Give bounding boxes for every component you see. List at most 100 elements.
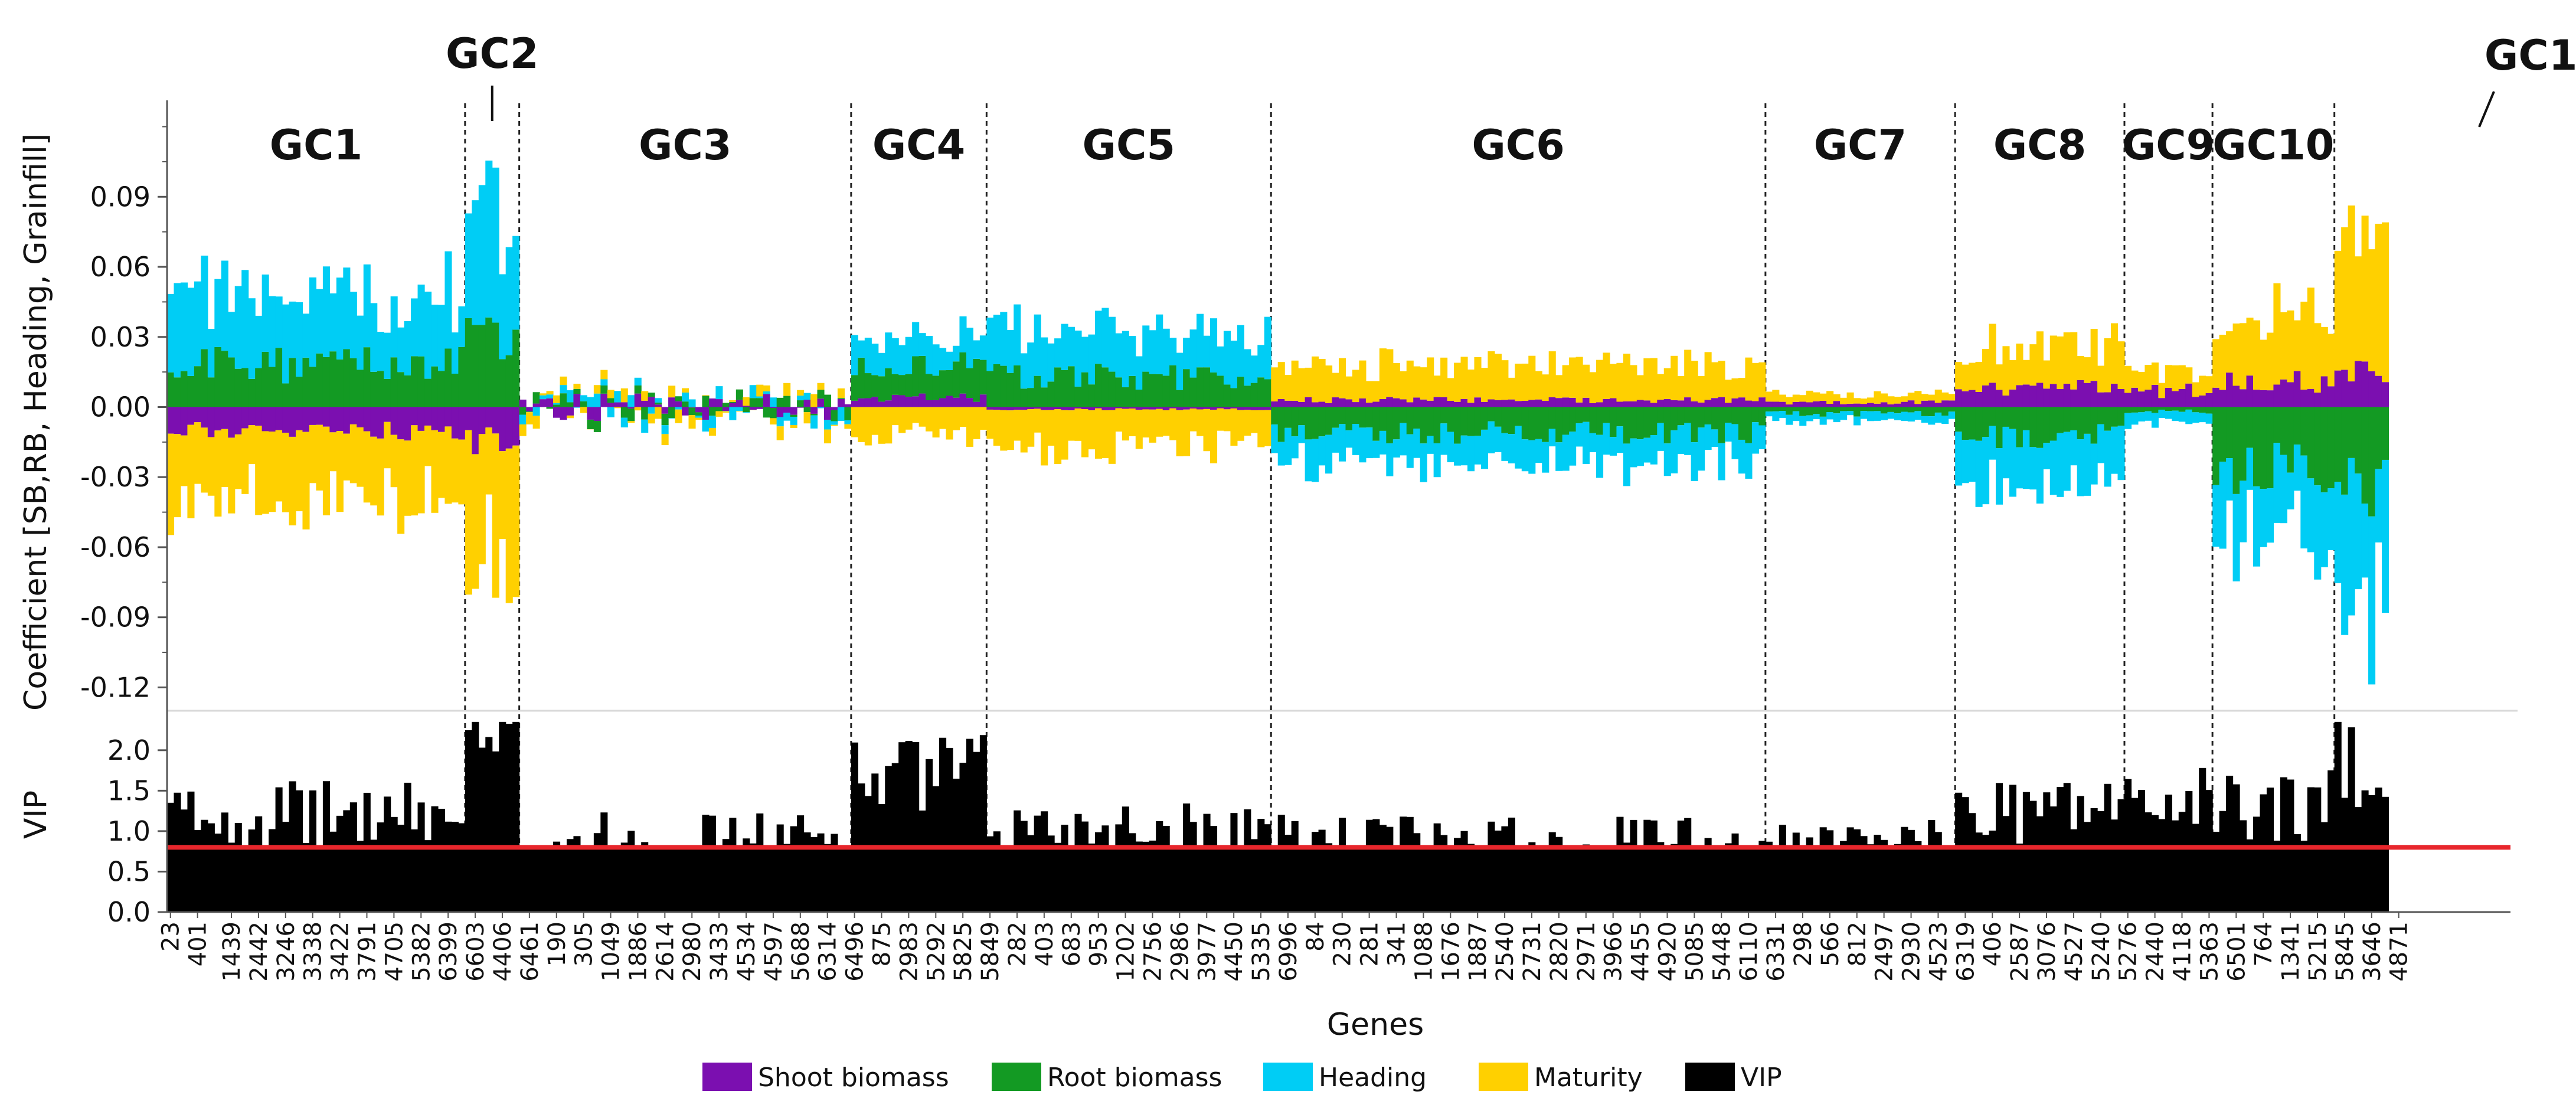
legend-swatch-shoot-biomass (702, 1063, 752, 1091)
coef-bar-root-biomass (424, 378, 432, 407)
coef-bar-maturity (1142, 409, 1150, 438)
vip-bar (1704, 838, 1712, 912)
coef-bar-shoot-biomass (1521, 400, 1529, 407)
coef-bar-shoot-biomass (1528, 400, 1536, 407)
vip-bar (1955, 792, 1963, 912)
coef-bar-root-biomass (2192, 407, 2199, 413)
coef-bar-shoot-biomass (1758, 397, 1766, 407)
vip-bar (1515, 849, 1522, 912)
coef-bar-heading (2240, 481, 2247, 543)
coef-bar-maturity (2293, 320, 2301, 371)
coef-bar-shoot-biomass (1386, 397, 1394, 407)
x-tick-label: 190 (544, 922, 571, 966)
vip-bar (187, 791, 195, 912)
coef-bar-maturity (390, 434, 398, 488)
coef-bar-shoot-biomass (2104, 392, 2111, 407)
coef-bar-shoot-biomass (939, 398, 947, 407)
coef-bar-shoot-biomass (2341, 370, 2349, 407)
coef-bar-maturity (1488, 351, 1495, 400)
coef-bar-maturity (2016, 344, 2023, 385)
coef-bar-root-biomass (695, 412, 703, 416)
vip-bar (2375, 787, 2382, 912)
coef-bar-heading (512, 236, 520, 330)
vip-bar (1657, 842, 1665, 912)
coef-bar-root-biomass (1203, 367, 1211, 407)
coef-bar-heading (1298, 425, 1306, 443)
coef-bar-root-biomass (668, 407, 676, 419)
x-axis-title: Genes (1327, 1007, 1424, 1043)
coef-bar-shoot-biomass (1826, 403, 1834, 407)
coef-bar-heading (2009, 429, 2016, 497)
x-tick-label: 298 (1790, 922, 1817, 966)
coef-bar-root-biomass (1460, 407, 1468, 436)
coef-bar-shoot-biomass (532, 403, 540, 407)
coef-bar-root-biomass (1379, 407, 1387, 431)
coef-bar-maturity (1054, 409, 1062, 465)
x-tick-label: 1202 (1113, 922, 1140, 982)
coef-bar-maturity (2124, 365, 2132, 393)
coef-bar-maturity (2057, 336, 2064, 390)
coef-bar-shoot-biomass (648, 397, 655, 407)
coef-bar-root-biomass (1237, 377, 1244, 407)
coef-bar-maturity (221, 429, 228, 487)
coef-bar-maturity (1115, 408, 1123, 432)
coef-bar-root-biomass (587, 419, 594, 430)
coef-bar-root-biomass (1907, 407, 1915, 413)
coef-bar-heading (275, 296, 283, 348)
coef-bar-maturity (851, 407, 858, 437)
coef-bar-maturity (1318, 359, 1326, 402)
vip-bar (1237, 849, 1244, 912)
coef-bar-heading (1359, 427, 1367, 463)
coef-bar-heading (444, 251, 452, 349)
coef-bar-root-biomass (620, 407, 628, 418)
vip-bar (756, 813, 764, 912)
vip-bar (614, 849, 622, 912)
coef-bar-shoot-biomass (2348, 381, 2355, 407)
coef-bar-root-biomass (878, 376, 885, 402)
vip-bar (1209, 826, 1218, 912)
coef-bar-shoot-biomass (1508, 399, 1515, 407)
x-tick-label: 2983 (895, 922, 923, 982)
coef-bar-maturity (1312, 356, 1319, 403)
coef-bar-heading (810, 415, 818, 429)
coef-bar-shoot-biomass (478, 407, 486, 434)
coef-bar-shoot-biomass (607, 403, 614, 407)
coef-bar-maturity (891, 407, 899, 426)
coef-bar-root-biomass (2002, 407, 2010, 427)
vip-bar (1840, 841, 1848, 912)
coef-bar-maturity (1833, 394, 1841, 401)
vip-bar (1101, 825, 1109, 912)
x-tick-label: 6461 (516, 922, 544, 982)
coef-bar-maturity (526, 412, 534, 424)
coef-bar-shoot-biomass (1880, 402, 1888, 407)
coef-bar-shoot-biomass (302, 407, 310, 432)
coef-bar-root-biomass (1264, 379, 1271, 407)
coef-bar-root-biomass (593, 421, 601, 432)
coef-bar-shoot-biomass (2266, 390, 2274, 407)
vip-bar (1583, 844, 1590, 912)
coef-bar-maturity (1047, 410, 1055, 446)
coef-bar-maturity (885, 407, 893, 444)
vip-bar (1325, 843, 1333, 912)
vip-bar (282, 822, 290, 912)
x-tick-label: 5382 (408, 922, 435, 982)
coef-bar-shoot-biomass (269, 407, 276, 432)
coef-bar-root-biomass (248, 378, 256, 407)
coef-bar-heading (1203, 335, 1211, 368)
vip-bar (451, 822, 459, 912)
vip-bar (1751, 849, 1759, 912)
coef-bar-maturity (437, 432, 446, 498)
coef-bar-heading (1447, 432, 1454, 463)
coef-bar-shoot-biomass (167, 407, 175, 434)
coef-bar-shoot-biomass (858, 398, 865, 407)
coef-bar-heading (891, 338, 899, 374)
coef-bar-maturity (1718, 361, 1725, 397)
coef-bar-heading (823, 420, 832, 430)
coef-bar-shoot-biomass (1447, 401, 1454, 407)
x-tick-label: 566 (1817, 922, 1844, 966)
vip-bar (1630, 819, 1637, 912)
coef-bar-root-biomass (2172, 407, 2179, 411)
vip-bar (546, 847, 554, 912)
coef-bar-heading (735, 407, 743, 411)
coef-bar-root-biomass (1034, 375, 1041, 407)
